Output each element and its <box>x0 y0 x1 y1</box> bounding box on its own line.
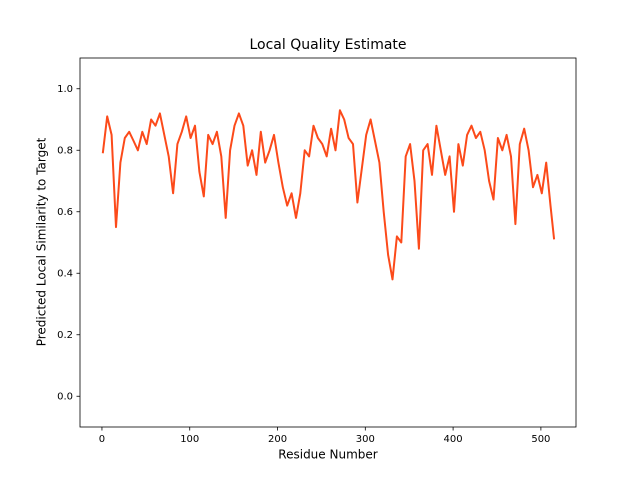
y-tick-label: 0.4 <box>57 268 73 279</box>
x-tick-label: 0 <box>99 434 105 445</box>
y-axis-label: Predicted Local Similarity to Target <box>35 137 49 346</box>
y-tick-label: 0.6 <box>57 207 73 218</box>
x-tick-label: 400 <box>444 434 463 445</box>
x-tick-label: 100 <box>180 434 199 445</box>
data-line <box>101 109 556 281</box>
chart-title: Local Quality Estimate <box>249 37 406 53</box>
x-tick-label: 500 <box>531 434 550 445</box>
x-tick-label: 200 <box>268 434 287 445</box>
y-tick-label: 0.0 <box>57 391 73 402</box>
y-tick-label: 0.8 <box>57 145 73 156</box>
y-tick-label: 1.0 <box>57 84 73 95</box>
y-tick-label: 0.2 <box>57 330 73 341</box>
plot-frame <box>79 57 577 428</box>
x-axis-label: Residue Number <box>278 448 377 462</box>
x-tick-label: 300 <box>356 434 375 445</box>
